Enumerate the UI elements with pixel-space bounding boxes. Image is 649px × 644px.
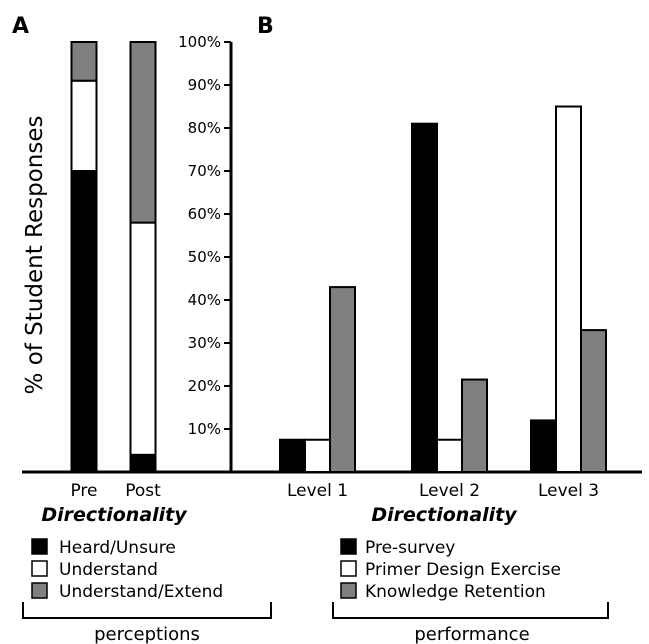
- category-label-pre: Pre: [70, 481, 97, 501]
- panel-a-x-title: Directionality: [41, 504, 188, 526]
- y-tick-label-30: 30%: [188, 334, 221, 352]
- category-label-level-2: Level 2: [419, 481, 480, 501]
- bar-post-heard-unsure: [129, 453, 157, 473]
- bar-level-2-knowledge-retention: [461, 378, 488, 473]
- bar-pre-understand: [70, 79, 98, 172]
- y-tick-label-70: 70%: [188, 162, 221, 180]
- category-label-level-3: Level 3: [538, 481, 599, 501]
- bar-level-2-pre-survey: [411, 122, 438, 473]
- y-tick-label-80: 80%: [188, 119, 221, 137]
- panel-b-y-ticks: 10% 20% 30% 40% 50% 60% 70% 80% 90% 100%: [178, 33, 231, 438]
- y-tick-label-90: 90%: [188, 76, 221, 94]
- panel-b-bars: [279, 105, 607, 473]
- bar-pre-understand-extend: [70, 41, 98, 82]
- perceptions-label: perceptions: [94, 624, 200, 644]
- legend-label-understand-extend: Understand/Extend: [59, 582, 223, 602]
- bar-post-understand-extend: [129, 41, 157, 224]
- legend-swatch-pre-survey: [340, 538, 357, 555]
- performance-bracket: [332, 602, 609, 619]
- category-label-level-1: Level 1: [287, 481, 348, 501]
- legend-swatch-heard-unsure: [31, 538, 48, 555]
- bar-level-3-pre-survey: [530, 419, 557, 473]
- performance-label: performance: [414, 624, 529, 644]
- bar-level-3-primer-design-exercise: [555, 105, 582, 473]
- panel-a-label: A: [12, 14, 29, 39]
- category-label-post: Post: [125, 481, 161, 501]
- bar-post-understand: [129, 221, 157, 456]
- legend-swatch-understand-extend: [31, 582, 48, 599]
- panel-b-legend: Pre-survey Primer Design Exercise Knowle…: [340, 538, 561, 602]
- y-tick-label-40: 40%: [188, 291, 221, 309]
- panel-a-legend: Heard/Unsure Understand Understand/Exten…: [31, 538, 223, 602]
- y-tick-label-10: 10%: [188, 420, 221, 438]
- y-axis-title: % of Student Responses: [22, 116, 48, 395]
- legend-label-pre-survey: Pre-survey: [365, 538, 455, 558]
- bar-level-2-primer-design-exercise: [436, 438, 463, 473]
- panel-a-bars: [70, 41, 157, 473]
- y-tick-label-50: 50%: [188, 248, 221, 266]
- bar-pre-heard-unsure: [70, 170, 98, 473]
- legend-swatch-knowledge-retention: [340, 582, 357, 599]
- legend-swatch-primer-design: [340, 560, 357, 577]
- bar-level-1-knowledge-retention: [329, 286, 356, 473]
- legend-label-knowledge-retention: Knowledge Retention: [365, 582, 546, 602]
- bar-level-1-primer-design-exercise: [304, 438, 331, 473]
- y-tick-label-60: 60%: [188, 205, 221, 223]
- bar-level-1-pre-survey: [279, 438, 306, 473]
- legend-swatch-understand: [31, 560, 48, 577]
- perceptions-bracket: [22, 602, 272, 619]
- bar-level-3-knowledge-retention: [580, 329, 607, 473]
- y-tick-label-20: 20%: [188, 377, 221, 395]
- legend-label-primer-design: Primer Design Exercise: [365, 560, 561, 580]
- panel-b-label: B: [257, 14, 274, 39]
- legend-label-heard-unsure: Heard/Unsure: [59, 538, 176, 558]
- y-tick-label-100: 100%: [178, 33, 221, 51]
- legend-label-understand: Understand: [59, 560, 158, 580]
- panel-b-x-title: Directionality: [371, 504, 518, 526]
